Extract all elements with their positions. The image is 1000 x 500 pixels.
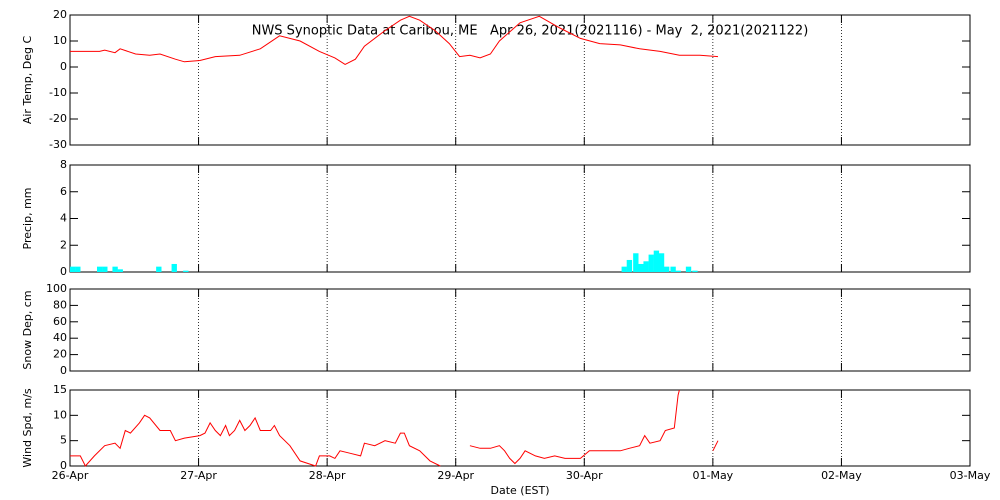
bar	[653, 250, 660, 272]
x-tick-label: 28-Apr	[309, 469, 346, 482]
bar	[658, 253, 665, 272]
y-tick-label: 100	[46, 282, 67, 295]
bar	[626, 259, 633, 272]
bar	[117, 269, 123, 272]
y-tick-label: 20	[53, 348, 67, 361]
plot-frame	[69, 288, 971, 372]
y-tick-label: 60	[53, 315, 67, 328]
y-tick-label: 10	[53, 408, 67, 421]
x-tick-label: 26-Apr	[52, 469, 89, 482]
bar	[692, 270, 698, 272]
bar	[75, 266, 81, 272]
y-tick-label: 5	[60, 434, 67, 447]
plot-frame	[69, 164, 971, 273]
y-tick-label: 2	[60, 238, 67, 251]
x-tick-label: 27-Apr	[180, 469, 217, 482]
bar	[685, 266, 692, 272]
bar	[643, 261, 649, 272]
y-tick-label: 0	[60, 265, 67, 278]
chart-title: NWS Synoptic Data at Caribou, ME Apr 26,…	[252, 24, 809, 39]
plot-frame	[69, 389, 971, 467]
y-tick-label: 10	[53, 34, 67, 47]
bar	[112, 266, 118, 272]
y-tick-label: 20	[53, 8, 67, 21]
bar	[97, 266, 103, 272]
bar	[670, 266, 676, 272]
y-tick-label: 8	[60, 158, 67, 171]
x-tick-label: 01-May	[692, 469, 733, 482]
bar	[675, 270, 681, 272]
x-axis-label: Date (EST)	[490, 484, 549, 497]
y-tick-label: 0	[60, 60, 67, 73]
y-tick-label: 15	[53, 383, 67, 396]
y-tick-label: 40	[53, 331, 67, 344]
bar	[633, 253, 639, 272]
y-axis-label: Wind Spd, m/s	[21, 388, 34, 468]
x-tick-label: 02-May	[821, 469, 862, 482]
bar	[621, 266, 627, 272]
data-line	[70, 15, 719, 65]
x-tick-label: 30-Apr	[566, 469, 603, 482]
y-axis-label: Air Temp, Deg C	[21, 36, 34, 125]
y-tick-label: 4	[60, 212, 67, 225]
bar	[183, 270, 189, 272]
y-tick-label: 0	[60, 364, 67, 377]
bar	[664, 266, 670, 272]
y-tick-label: -10	[49, 86, 67, 99]
bar	[638, 263, 644, 272]
bar	[70, 266, 76, 272]
y-axis-label: Precip, mm	[21, 188, 34, 250]
bar	[102, 266, 108, 272]
data-line	[70, 389, 719, 467]
y-axis-label: Snow Dep, cm	[21, 290, 34, 369]
y-tick-label: -20	[49, 112, 67, 125]
y-tick-label: 80	[53, 298, 67, 311]
y-tick-label: 0	[60, 459, 67, 472]
y-tick-label: -30	[49, 138, 67, 151]
x-tick-label: 29-Apr	[437, 469, 474, 482]
bar	[156, 266, 162, 272]
y-tick-label: 6	[60, 185, 67, 198]
x-tick-label: 03-May	[950, 469, 991, 482]
bar	[171, 263, 177, 272]
bar	[648, 254, 654, 272]
plot-frame	[69, 14, 971, 146]
